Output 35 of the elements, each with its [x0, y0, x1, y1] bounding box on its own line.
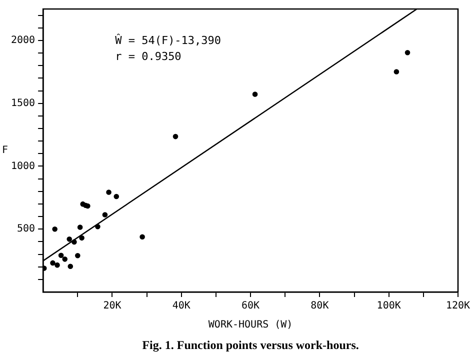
point — [79, 235, 84, 241]
point — [140, 234, 145, 240]
point — [68, 264, 74, 269]
point — [75, 253, 80, 258]
point — [172, 134, 178, 140]
point — [62, 256, 68, 262]
point — [404, 50, 410, 56]
x-tick-label: 20K — [103, 300, 122, 312]
point — [66, 236, 72, 242]
point — [54, 262, 60, 268]
caption: Fig. 1. Function points versus work-hours. — [142, 338, 359, 352]
point — [72, 239, 77, 245]
x-tick-label: 60K — [242, 300, 260, 312]
x-tick-label: 40K — [172, 300, 190, 312]
x-tick-label: 100K — [376, 300, 401, 312]
point — [95, 224, 100, 230]
point — [252, 92, 258, 97]
point — [102, 212, 108, 218]
x-tick-label: 120K — [446, 300, 470, 312]
y-tick-label: 2000 — [10, 35, 36, 46]
y-tick-label: 1500 — [10, 98, 36, 109]
annotation: r = 0.9350 — [115, 50, 182, 63]
point — [394, 69, 400, 74]
y-tick-label: 500 — [17, 224, 36, 235]
point — [58, 252, 64, 258]
x-tick-label: 80K — [310, 300, 329, 312]
point — [50, 260, 56, 266]
point — [114, 194, 120, 200]
y-axis-title: F — [2, 145, 8, 156]
y-tick-label: 1000 — [10, 160, 36, 172]
point — [77, 224, 83, 230]
annotation: Ŵ = 54(F)-13,390 — [115, 32, 222, 47]
point — [52, 226, 58, 232]
point — [106, 190, 112, 195]
x-axis-title: WORK-HOURS (W) — [208, 320, 293, 331]
